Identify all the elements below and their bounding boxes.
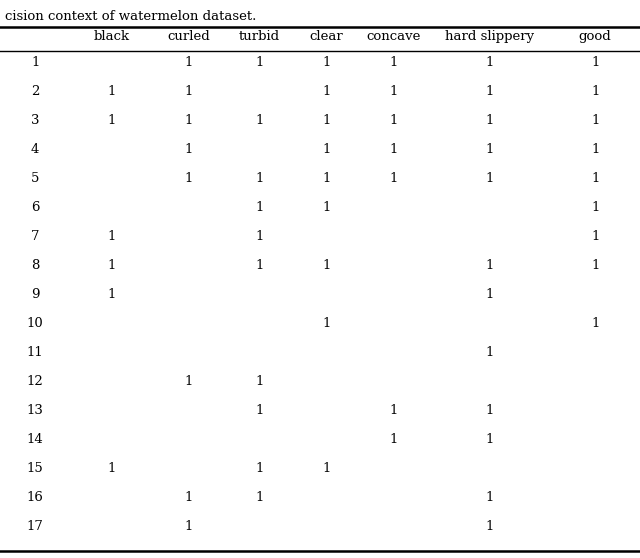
Text: 8: 8: [31, 259, 40, 272]
Text: 3: 3: [31, 114, 40, 127]
Text: 9: 9: [31, 288, 40, 301]
Text: 1: 1: [184, 85, 193, 98]
Text: 1: 1: [591, 85, 600, 98]
Text: 16: 16: [27, 491, 44, 504]
Text: cision context of watermelon dataset.: cision context of watermelon dataset.: [5, 10, 257, 23]
Text: 1: 1: [389, 56, 398, 69]
Text: 1: 1: [255, 230, 264, 243]
Text: 15: 15: [27, 462, 44, 475]
Text: 1: 1: [485, 259, 494, 272]
Text: 1: 1: [485, 143, 494, 156]
Text: 1: 1: [108, 288, 116, 301]
Text: 1: 1: [255, 172, 264, 185]
Text: 1: 1: [591, 317, 600, 330]
Text: 1: 1: [389, 172, 398, 185]
Text: 1: 1: [108, 259, 116, 272]
Text: 1: 1: [591, 201, 600, 214]
Text: 1: 1: [322, 143, 331, 156]
Text: 1: 1: [485, 491, 494, 504]
Text: 1: 1: [108, 230, 116, 243]
Text: 1: 1: [389, 114, 398, 127]
Text: 1: 1: [322, 56, 331, 69]
Text: 1: 1: [322, 259, 331, 272]
Text: 2: 2: [31, 85, 40, 98]
Text: 1: 1: [255, 114, 264, 127]
Text: 1: 1: [322, 201, 331, 214]
Text: 1: 1: [255, 491, 264, 504]
Text: 11: 11: [27, 346, 44, 359]
Text: 1: 1: [485, 114, 494, 127]
Text: 10: 10: [27, 317, 44, 330]
Text: 14: 14: [27, 433, 44, 446]
Text: 1: 1: [184, 375, 193, 388]
Text: 1: 1: [485, 346, 494, 359]
Text: 1: 1: [485, 404, 494, 417]
Text: 1: 1: [255, 462, 264, 475]
Text: 1: 1: [184, 56, 193, 69]
Text: 1: 1: [255, 259, 264, 272]
Text: 1: 1: [485, 172, 494, 185]
Text: 1: 1: [184, 172, 193, 185]
Text: 1: 1: [255, 375, 264, 388]
Text: hard slippery: hard slippery: [445, 30, 534, 43]
Text: 1: 1: [485, 56, 494, 69]
Text: clear: clear: [310, 30, 343, 43]
Text: 1: 1: [591, 230, 600, 243]
Text: 4: 4: [31, 143, 40, 156]
Text: 1: 1: [591, 172, 600, 185]
Text: 1: 1: [184, 114, 193, 127]
Text: 1: 1: [591, 143, 600, 156]
Text: 1: 1: [485, 288, 494, 301]
Text: 1: 1: [485, 85, 494, 98]
Text: 1: 1: [322, 85, 331, 98]
Text: 1: 1: [485, 433, 494, 446]
Text: 1: 1: [322, 462, 331, 475]
Text: 7: 7: [31, 230, 40, 243]
Text: 1: 1: [322, 317, 331, 330]
Text: 1: 1: [389, 143, 398, 156]
Text: 6: 6: [31, 201, 40, 214]
Text: 1: 1: [108, 114, 116, 127]
Text: 1: 1: [591, 259, 600, 272]
Text: 1: 1: [184, 491, 193, 504]
Text: 1: 1: [31, 56, 40, 69]
Text: 1: 1: [184, 520, 193, 533]
Text: 1: 1: [591, 114, 600, 127]
Text: good: good: [579, 30, 612, 43]
Text: 1: 1: [255, 404, 264, 417]
Text: 1: 1: [255, 201, 264, 214]
Text: 1: 1: [108, 462, 116, 475]
Text: 5: 5: [31, 172, 40, 185]
Text: 1: 1: [389, 433, 398, 446]
Text: 1: 1: [485, 520, 494, 533]
Text: 1: 1: [389, 85, 398, 98]
Text: 1: 1: [322, 172, 331, 185]
Text: 1: 1: [591, 56, 600, 69]
Text: 12: 12: [27, 375, 44, 388]
Text: concave: concave: [367, 30, 420, 43]
Text: 17: 17: [27, 520, 44, 533]
Text: turbid: turbid: [239, 30, 280, 43]
Text: 1: 1: [255, 56, 264, 69]
Text: 1: 1: [184, 143, 193, 156]
Text: curled: curled: [168, 30, 210, 43]
Text: 1: 1: [108, 85, 116, 98]
Text: 1: 1: [389, 404, 398, 417]
Text: 13: 13: [27, 404, 44, 417]
Text: 1: 1: [322, 114, 331, 127]
Text: black: black: [94, 30, 130, 43]
